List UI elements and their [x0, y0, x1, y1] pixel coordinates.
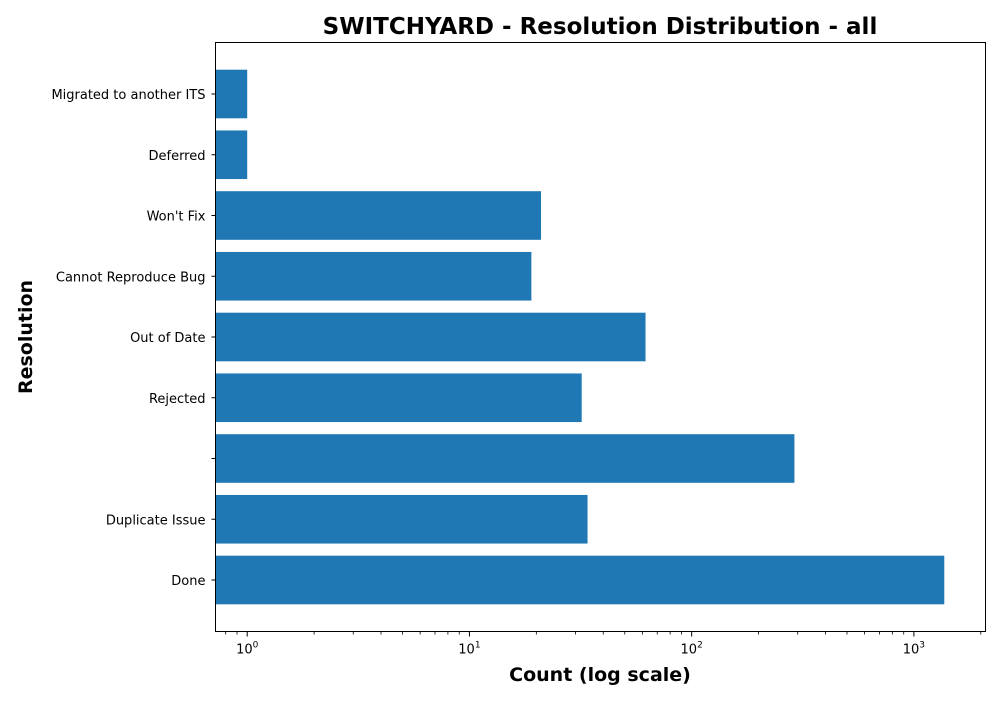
bar — [216, 130, 248, 179]
x-tick-label: 103 — [903, 641, 925, 658]
y-tick-label: Out of Date — [130, 331, 205, 346]
x-axis-ticks: 100 101 102 103 — [226, 632, 981, 658]
y-tick-label: Duplicate Issue — [106, 513, 206, 528]
bar — [216, 191, 542, 240]
y-tick-label: Migrated to another ITS — [51, 88, 205, 103]
y-tick-label: Cannot Reproduce Bug — [56, 270, 206, 285]
bar — [216, 313, 646, 362]
x-tick-label: 100 — [236, 641, 259, 658]
y-axis-label: Resolution — [15, 280, 37, 394]
x-axis-label: Count (log scale) — [509, 664, 691, 686]
bar — [216, 495, 588, 544]
x-tick-label: 101 — [458, 641, 480, 658]
y-tick-label: Rejected — [149, 392, 206, 407]
bar — [216, 434, 795, 483]
x-tick-label: 102 — [681, 641, 703, 658]
bar — [216, 252, 532, 301]
y-tick-label: Deferred — [148, 149, 205, 164]
bars-group — [216, 70, 945, 605]
bar — [216, 373, 582, 422]
bar — [216, 70, 248, 119]
chart-title: SWITCHYARD - Resolution Distribution - a… — [323, 14, 878, 40]
y-tick-label: Done — [171, 574, 205, 589]
y-axis-ticks: Done Duplicate Issue Rejected Out of Date Ca… — [51, 88, 215, 589]
bar — [216, 556, 945, 605]
y-tick-label: Won't Fix — [147, 210, 206, 225]
